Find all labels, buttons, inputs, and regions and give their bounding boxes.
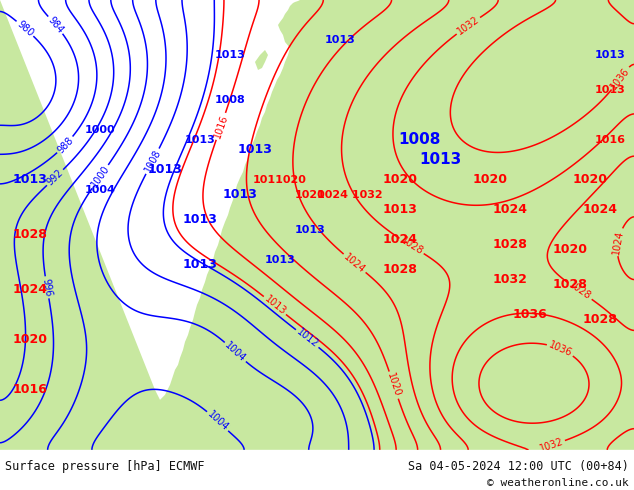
Text: 1004: 1004 (205, 409, 230, 433)
Text: 1024: 1024 (611, 229, 625, 255)
Text: 1020: 1020 (385, 372, 403, 398)
Text: 1013: 1013 (183, 214, 217, 226)
Text: 1013: 1013 (264, 255, 295, 265)
Text: 1028: 1028 (398, 235, 425, 257)
Text: 1028: 1028 (553, 278, 588, 292)
Text: 1013: 1013 (223, 189, 257, 201)
Text: 1020: 1020 (573, 173, 607, 186)
Text: 1036: 1036 (547, 340, 574, 359)
Text: 1020: 1020 (552, 244, 588, 256)
Text: 1004: 1004 (223, 340, 248, 364)
Text: 1013: 1013 (325, 35, 356, 45)
Text: 1028: 1028 (583, 314, 618, 326)
Text: 1013: 1013 (595, 85, 625, 95)
Text: Sa 04-05-2024 12:00 UTC (00+84): Sa 04-05-2024 12:00 UTC (00+84) (408, 460, 629, 473)
Text: 1008: 1008 (399, 132, 441, 147)
Text: 1028: 1028 (13, 228, 48, 242)
Text: 984: 984 (46, 15, 65, 35)
Text: 1024: 1024 (493, 203, 527, 217)
Text: 1008: 1008 (143, 148, 162, 174)
Text: 1020: 1020 (382, 173, 418, 186)
Text: Surface pressure [hPa] ECMWF: Surface pressure [hPa] ECMWF (5, 460, 205, 473)
Text: 1024: 1024 (13, 283, 48, 296)
Text: 1013: 1013 (183, 258, 217, 271)
Text: 1013: 1013 (184, 135, 216, 145)
Text: 1013: 1013 (13, 173, 48, 186)
Text: © weatheronline.co.uk: © weatheronline.co.uk (488, 478, 629, 488)
Text: 996: 996 (41, 277, 53, 297)
Text: 1013: 1013 (595, 50, 625, 60)
Text: 1013: 1013 (148, 164, 183, 176)
Text: 1024 1032: 1024 1032 (317, 190, 383, 200)
Text: 1020: 1020 (472, 173, 507, 186)
Text: 1013: 1013 (238, 144, 273, 156)
Text: 992: 992 (45, 168, 65, 188)
Text: 980: 980 (15, 19, 36, 38)
Text: 1008: 1008 (215, 95, 245, 105)
Text: 1032: 1032 (455, 14, 481, 37)
Text: 988: 988 (55, 135, 75, 155)
Text: 1020: 1020 (295, 190, 325, 200)
Text: 1013: 1013 (262, 294, 288, 317)
Text: 1028: 1028 (567, 280, 593, 302)
Text: 1036: 1036 (609, 66, 631, 91)
Text: 1036: 1036 (513, 308, 547, 321)
Text: 1013: 1013 (419, 152, 461, 168)
Text: 1013: 1013 (382, 203, 417, 217)
Text: 1012: 1012 (294, 327, 320, 350)
Text: 1032: 1032 (538, 437, 565, 454)
Text: 1000: 1000 (85, 125, 115, 135)
Text: 1032: 1032 (493, 273, 527, 286)
Text: 1020: 1020 (13, 333, 48, 346)
Text: 1028: 1028 (382, 264, 417, 276)
Text: 1013: 1013 (295, 225, 325, 235)
Text: 1011020: 1011020 (253, 175, 307, 185)
Text: 1000: 1000 (89, 164, 111, 190)
Text: 1016: 1016 (212, 113, 230, 140)
Text: 1016: 1016 (13, 383, 48, 396)
Text: 1024: 1024 (583, 203, 618, 217)
Text: 1024: 1024 (342, 251, 367, 275)
Polygon shape (255, 50, 268, 70)
Text: 1004: 1004 (84, 185, 115, 195)
Polygon shape (0, 0, 634, 450)
Text: 1016: 1016 (595, 135, 626, 145)
Text: 1028: 1028 (493, 239, 527, 251)
Text: 1013: 1013 (215, 50, 245, 60)
Text: 1024: 1024 (382, 233, 418, 246)
